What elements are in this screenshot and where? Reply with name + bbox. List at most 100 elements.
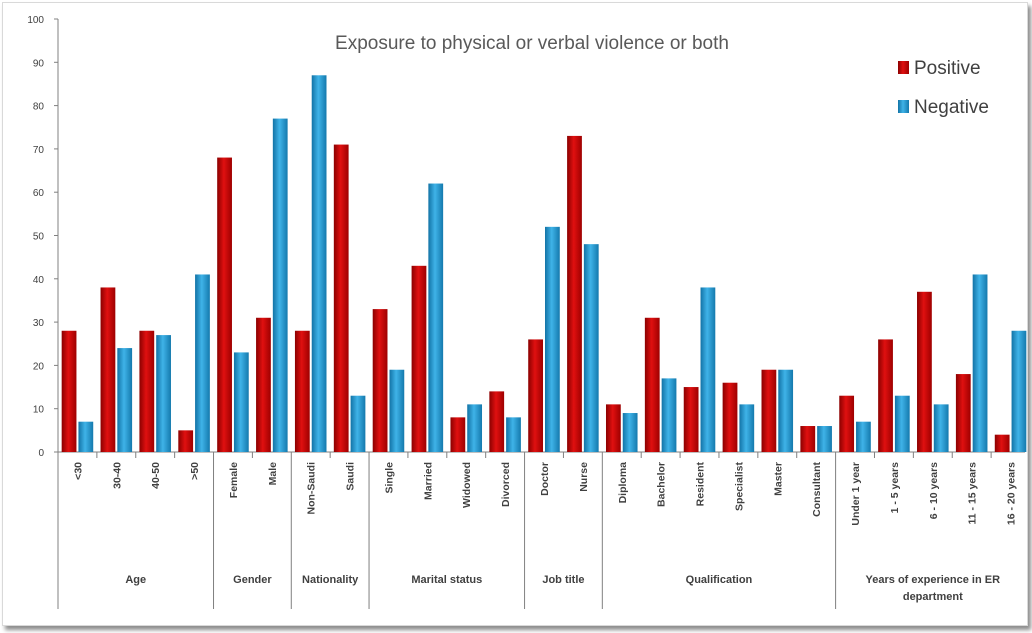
bar-positive — [256, 317, 271, 452]
category-label: 6 - 10 years — [928, 462, 940, 519]
bar-positive — [528, 339, 543, 452]
bar-positive — [333, 144, 349, 452]
bar-negative — [545, 226, 560, 452]
category-label: Diploma — [617, 462, 629, 504]
bar-negative — [933, 404, 949, 452]
bar-positive — [372, 309, 388, 452]
bar-positive — [800, 426, 816, 452]
bar-negative — [272, 118, 288, 452]
y-tick-label: 100 — [27, 15, 44, 26]
y-tick-label: 90 — [33, 58, 45, 69]
category-label: >50 — [189, 462, 201, 480]
bar-negative — [622, 413, 638, 452]
y-tick-label: 20 — [33, 361, 45, 372]
y-tick-label: 80 — [33, 102, 45, 113]
bar-positive — [100, 287, 116, 452]
bar-positive — [683, 387, 699, 452]
category-label: Female — [228, 462, 240, 498]
category-label: Non-Saudi — [306, 462, 318, 515]
bar-positive — [411, 265, 427, 452]
category-label: Master — [772, 462, 784, 496]
category-label: Resident — [695, 461, 707, 506]
group-label: department — [903, 591, 963, 603]
category-labels: <30 30-40 40-50 >50 Female Male Non-Saudi Saudi… — [72, 461, 1017, 603]
category-label: Married — [422, 462, 434, 500]
bar-negative — [894, 395, 910, 452]
bar-negative — [311, 75, 327, 452]
category-label: 11 - 15 years — [967, 462, 979, 525]
bar-positive — [178, 430, 194, 452]
bar-negative — [428, 183, 444, 453]
bar-positive — [139, 330, 155, 452]
group-label: Nationality — [302, 574, 359, 586]
bar-negative — [233, 352, 249, 452]
category-label: 1 - 5 years — [889, 462, 901, 514]
bar-positive — [644, 317, 660, 452]
bars — [61, 75, 1027, 453]
bar-negative — [817, 426, 832, 452]
bar-positive — [839, 395, 855, 452]
bar-positive — [489, 391, 505, 452]
category-label: 40-50 — [150, 462, 162, 489]
y-tick-label: 70 — [33, 145, 45, 156]
category-label: Under 1 year — [850, 462, 862, 526]
bar-positive — [217, 157, 232, 452]
bar-positive — [450, 417, 466, 452]
group-label: Job title — [542, 574, 584, 586]
bar-negative — [389, 369, 405, 452]
group-label: Gender — [233, 574, 272, 586]
category-label: Doctor — [539, 462, 551, 496]
bar-negative — [1011, 330, 1027, 452]
bar-negative — [156, 335, 171, 452]
category-label: Male — [267, 462, 279, 486]
category-label: 16 - 20 years — [1006, 462, 1018, 525]
bar-positive — [294, 330, 310, 452]
group-label: Marital status — [411, 574, 482, 586]
bar-negative — [506, 417, 521, 452]
bar-negative — [739, 404, 755, 452]
category-label: Divorced — [500, 462, 512, 507]
bar-positive — [605, 404, 621, 452]
bar-negative — [972, 274, 988, 452]
group-label: Qualification — [686, 574, 753, 586]
bar-negative — [778, 369, 794, 452]
category-label: Saudi — [345, 462, 357, 491]
bar-positive — [567, 135, 582, 452]
axes: 0 10 20 30 40 50 60 70 80 90 100 — [27, 15, 1025, 609]
bar-negative — [350, 395, 366, 452]
legend-swatch-negative — [898, 100, 909, 113]
category-label: Specialist — [733, 462, 745, 512]
legend-swatch-positive — [898, 61, 909, 74]
bar-negative — [583, 244, 599, 452]
bar-negative — [78, 421, 94, 452]
y-tick-label: 40 — [33, 275, 45, 286]
category-label: 30-40 — [111, 462, 123, 489]
bar-chart: Exposure to physical or verbal violence … — [27, 15, 1027, 609]
bar-positive — [994, 434, 1010, 452]
bar-positive — [761, 369, 777, 452]
category-label: Widowed — [461, 462, 473, 508]
y-tick-label: 50 — [33, 232, 45, 243]
category-label: Consultant — [811, 461, 823, 516]
bar-positive — [917, 291, 932, 452]
category-label: Bachelor — [656, 462, 668, 507]
bar-negative — [467, 404, 483, 452]
y-tick-label: 10 — [33, 405, 45, 416]
legend-label-positive: Positive — [914, 58, 981, 79]
bar-negative — [195, 274, 210, 452]
legend: Positive Negative — [898, 58, 989, 118]
bar-positive — [722, 382, 738, 452]
group-label: Age — [125, 574, 146, 586]
category-label: Single — [383, 462, 395, 494]
bar-negative — [700, 287, 716, 452]
bar-positive — [61, 330, 77, 452]
bar-negative — [661, 378, 677, 452]
chart-title: Exposure to physical or verbal violence … — [335, 33, 729, 54]
bar-positive — [878, 339, 893, 452]
bar-negative — [856, 421, 871, 452]
legend-label-negative: Negative — [914, 97, 989, 118]
y-tick-label: 30 — [33, 318, 45, 329]
y-tick-label: 60 — [33, 188, 45, 199]
category-label: <30 — [72, 462, 84, 480]
